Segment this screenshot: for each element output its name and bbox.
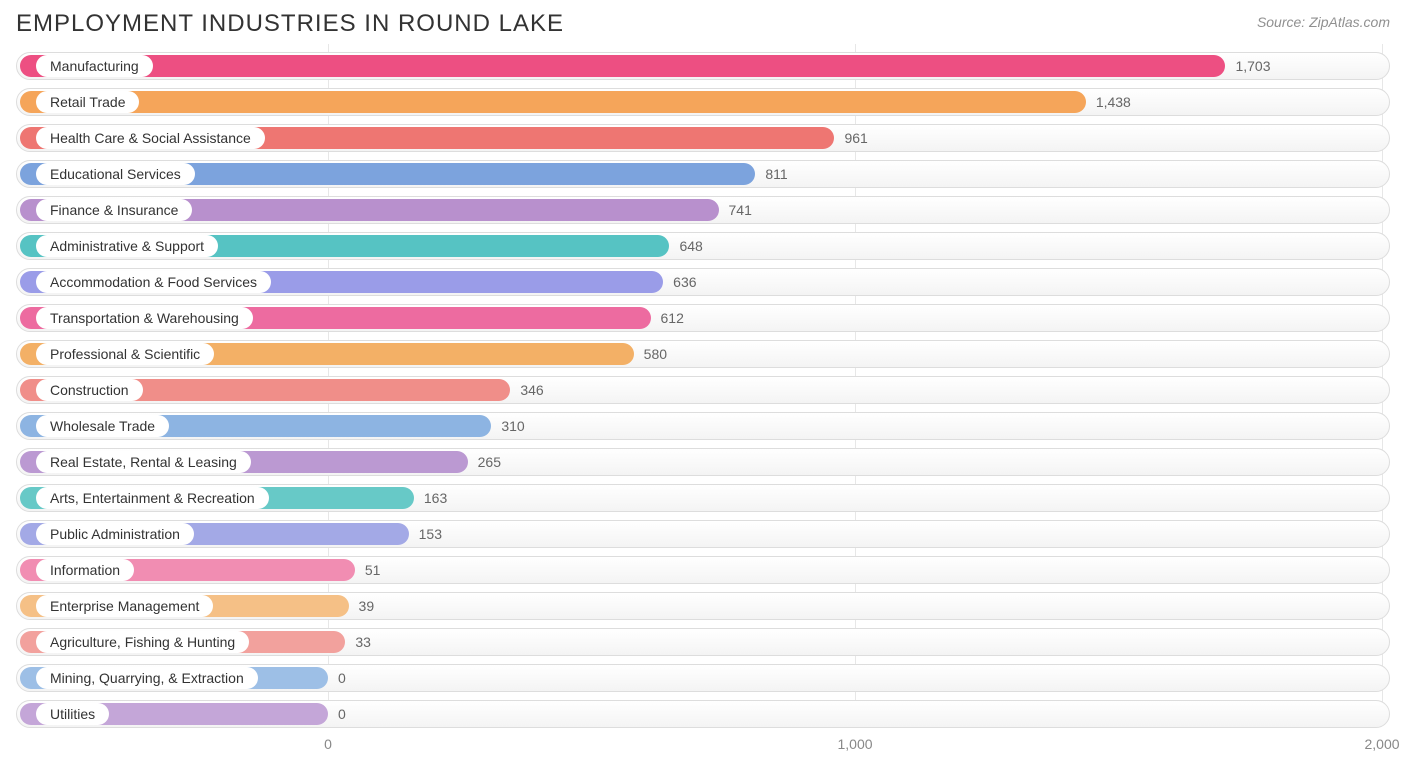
value-label: 0 [328,664,346,692]
value-label: 153 [409,520,442,548]
value-label: 741 [719,196,752,224]
value-label: 961 [834,124,867,152]
axis-tick-label: 2,000 [1364,736,1399,752]
axis-tick-label: 0 [324,736,332,752]
bar-row: Wholesale Trade 310 [16,412,1390,440]
bar-row: Arts, Entertainment & Recreation 163 [16,484,1390,512]
value-label: 33 [345,628,371,656]
bar-row: Enterprise Management 39 [16,592,1390,620]
x-axis: 01,0002,000 [16,736,1390,760]
category-label: Manufacturing [36,55,153,77]
source-attribution: Source: ZipAtlas.com [1257,14,1390,30]
bar-row: Mining, Quarrying, & Extraction 0 [16,664,1390,692]
category-label: Wholesale Trade [36,415,169,437]
category-label: Construction [36,379,143,401]
bar-row: Real Estate, Rental & Leasing 265 [16,448,1390,476]
category-label: Information [36,559,134,581]
value-label: 648 [669,232,702,260]
category-label: Agriculture, Fishing & Hunting [36,631,249,653]
bar-row: Utilities 0 [16,700,1390,728]
category-label: Administrative & Support [36,235,218,257]
bar-row: Administrative & Support 648 [16,232,1390,260]
category-label: Health Care & Social Assistance [36,127,265,149]
header: EMPLOYMENT INDUSTRIES IN ROUND LAKE Sour… [16,10,1390,38]
bar-row: Professional & Scientific 580 [16,340,1390,368]
category-label: Transportation & Warehousing [36,307,253,329]
value-label: 310 [491,412,524,440]
category-label: Educational Services [36,163,195,185]
value-label: 265 [468,448,501,476]
bar-row: Transportation & Warehousing 612 [16,304,1390,332]
value-label: 580 [634,340,667,368]
bar-fill [20,91,1086,113]
value-label: 51 [355,556,381,584]
category-label: Finance & Insurance [36,199,192,221]
bar-row: Construction 346 [16,376,1390,404]
category-label: Public Administration [36,523,194,545]
category-label: Real Estate, Rental & Leasing [36,451,251,473]
value-label: 0 [328,700,346,728]
bar-row: Accommodation & Food Services 636 [16,268,1390,296]
category-label: Utilities [36,703,109,725]
chart-title: EMPLOYMENT INDUSTRIES IN ROUND LAKE [16,10,564,38]
category-label: Mining, Quarrying, & Extraction [36,667,258,689]
chart-area: Manufacturing 1,703 Retail Trade 1,438 Healt… [16,52,1390,728]
category-label: Accommodation & Food Services [36,271,271,293]
bar-row: Agriculture, Fishing & Hunting 33 [16,628,1390,656]
bar-row: Health Care & Social Assistance 961 [16,124,1390,152]
axis-tick-label: 1,000 [837,736,872,752]
value-label: 39 [349,592,375,620]
value-label: 612 [651,304,684,332]
category-label: Enterprise Management [36,595,213,617]
value-label: 1,438 [1086,88,1131,116]
category-label: Professional & Scientific [36,343,214,365]
value-label: 163 [414,484,447,512]
value-label: 346 [510,376,543,404]
bar-row: Manufacturing 1,703 [16,52,1390,80]
value-label: 1,703 [1225,52,1270,80]
bar-row: Retail Trade 1,438 [16,88,1390,116]
category-label: Arts, Entertainment & Recreation [36,487,269,509]
chart-container: EMPLOYMENT INDUSTRIES IN ROUND LAKE Sour… [0,0,1406,776]
bar-row: Educational Services 811 [16,160,1390,188]
category-label: Retail Trade [36,91,139,113]
bar-fill [20,55,1225,77]
value-label: 636 [663,268,696,296]
bar-row: Information 51 [16,556,1390,584]
value-label: 811 [755,160,787,188]
bar-row: Public Administration 153 [16,520,1390,548]
bar-row: Finance & Insurance 741 [16,196,1390,224]
